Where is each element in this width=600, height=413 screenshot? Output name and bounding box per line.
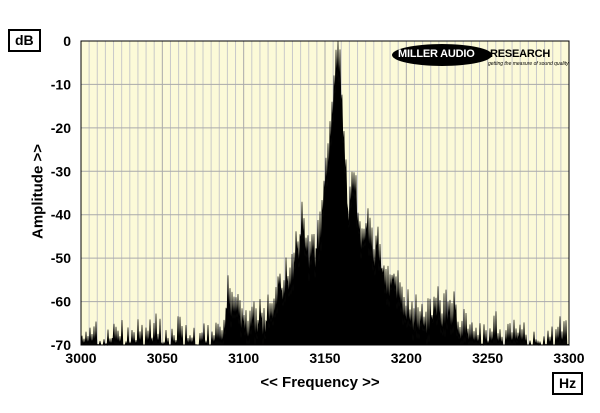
y-tick-label: -10 (51, 76, 71, 92)
spectrum-trace (80, 40, 570, 347)
x-tick-label: 3300 (553, 350, 584, 366)
logo-left-text: MILLER AUDIO (398, 48, 475, 60)
logo-right-text: RESEARCH (490, 48, 551, 60)
plot-frame (80, 40, 570, 346)
x-tick-label: 3200 (391, 350, 422, 366)
y-axis-ticks: 0 -10 -20 -30 -40 -50 -60 -70 (51, 33, 71, 353)
x-tick-label: 3000 (65, 350, 96, 366)
x-tick-label: 3150 (309, 350, 340, 366)
logo-oval (392, 44, 492, 66)
x-axis-title: << Frequency >> (260, 374, 380, 391)
x-tick-label: 3050 (147, 350, 178, 366)
y-tick-label: -30 (51, 163, 71, 179)
x-tick-label: 3250 (472, 350, 503, 366)
y-tick-label: -60 (51, 294, 71, 310)
x-unit-label: Hz (552, 372, 584, 395)
logo-tagline: getting the measure of sound quality (488, 61, 569, 67)
y-unit-label: dB (8, 29, 41, 52)
y-tick-label: -40 (51, 207, 71, 223)
y-tick-label: -50 (51, 250, 71, 266)
x-tick-label: 3100 (228, 350, 259, 366)
y-axis-title: Amplitude >> (29, 143, 47, 240)
y-tick-label: -20 (51, 120, 71, 136)
y-tick-label: 0 (63, 33, 71, 49)
x-axis-ticks: 3000 3050 3100 3150 3200 3250 3300 (65, 350, 584, 366)
y-tick-label: -70 (51, 337, 71, 353)
miller-audio-research-logo: MILLER AUDIO RESEARCH getting the measur… (392, 41, 572, 69)
